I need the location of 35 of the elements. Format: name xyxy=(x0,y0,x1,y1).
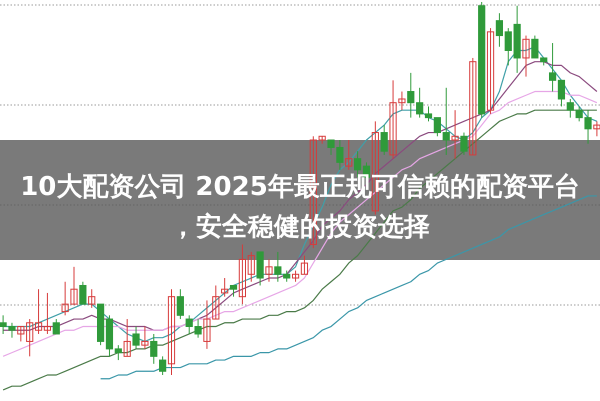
candlestick xyxy=(265,258,273,282)
candlestick xyxy=(469,57,476,156)
candlestick xyxy=(70,266,78,305)
candlestick xyxy=(230,284,238,298)
candlestick xyxy=(52,318,60,334)
candlestick xyxy=(327,140,335,156)
candlestick xyxy=(548,42,556,92)
candlestick xyxy=(522,35,530,78)
candlestick xyxy=(486,28,494,114)
candlestick xyxy=(168,288,176,376)
candlestick xyxy=(176,288,184,320)
candlestick xyxy=(79,281,86,305)
candlestick xyxy=(0,314,7,334)
candlestick xyxy=(593,120,600,137)
candlestick xyxy=(150,333,158,364)
candlestick xyxy=(124,318,131,357)
candlestick xyxy=(44,292,52,334)
candlestick xyxy=(398,91,406,111)
candlestick xyxy=(62,281,69,316)
candlestick xyxy=(159,356,166,376)
candlestick xyxy=(424,106,432,122)
candlestick xyxy=(389,80,397,160)
candlestick xyxy=(336,140,344,170)
candlestick xyxy=(460,132,468,156)
candlestick xyxy=(558,80,566,107)
candlestick xyxy=(292,270,300,282)
candlestick xyxy=(132,326,140,350)
candlestick xyxy=(8,322,16,338)
candlestick xyxy=(380,124,388,156)
candlestick xyxy=(221,278,228,298)
candlestick xyxy=(300,255,308,275)
candlestick xyxy=(345,140,352,170)
candlestick xyxy=(88,288,96,308)
candlestick xyxy=(451,110,459,160)
candlestick xyxy=(141,326,149,350)
